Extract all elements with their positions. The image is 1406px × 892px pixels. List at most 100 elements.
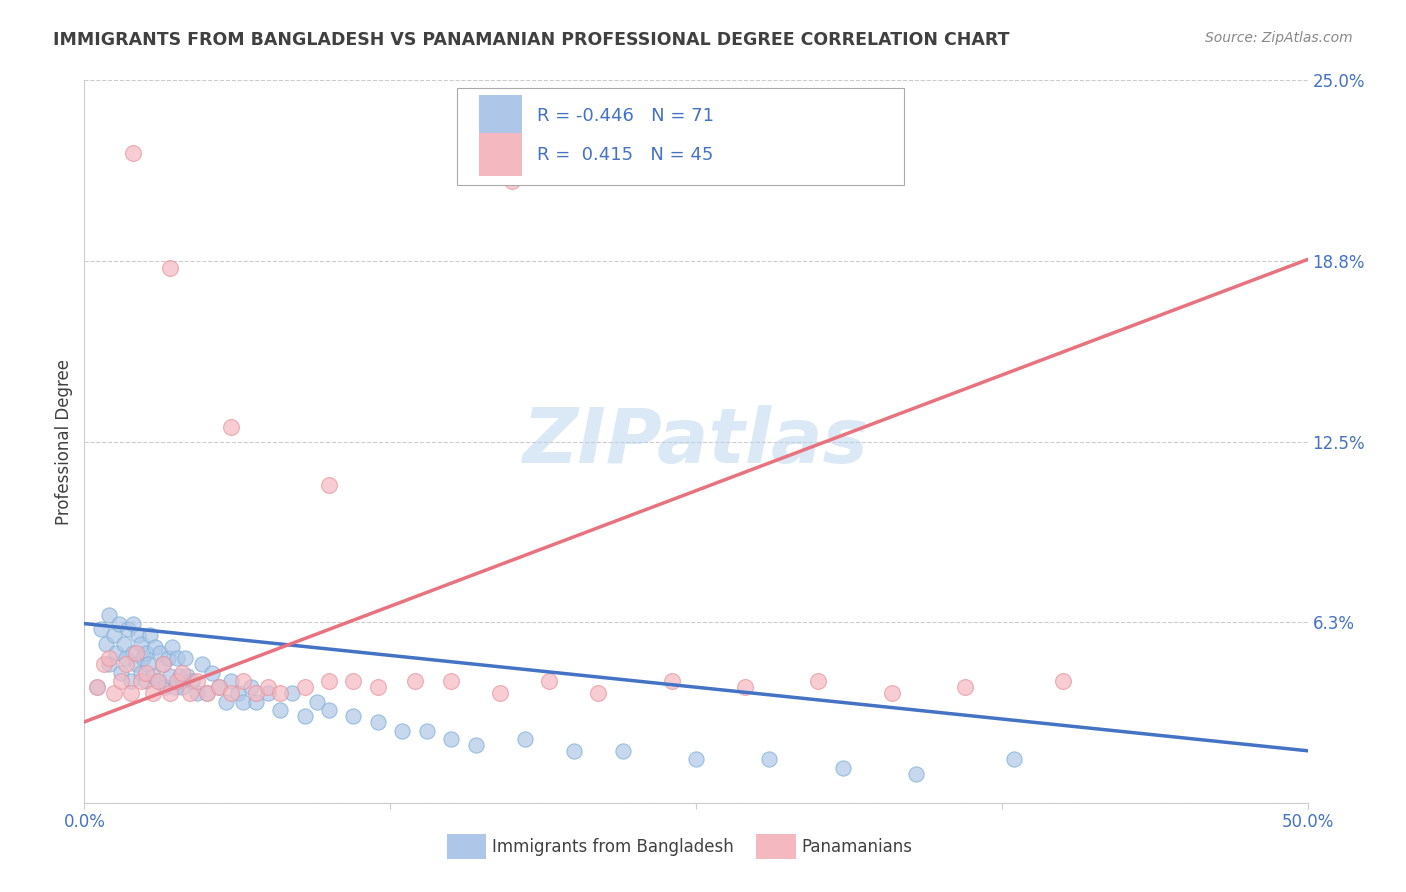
Point bbox=[169, 668, 191, 682]
Point bbox=[880, 686, 903, 700]
Point bbox=[612, 744, 634, 758]
Point bbox=[489, 686, 512, 700]
Point bbox=[120, 686, 142, 700]
Point bbox=[115, 651, 138, 665]
Point bbox=[103, 686, 125, 700]
Point bbox=[831, 761, 853, 775]
Point bbox=[232, 674, 254, 689]
Point bbox=[758, 752, 780, 766]
Point bbox=[107, 616, 129, 631]
Point bbox=[305, 695, 328, 709]
Point bbox=[136, 657, 159, 671]
Point bbox=[661, 674, 683, 689]
Point bbox=[538, 674, 561, 689]
Point bbox=[173, 651, 195, 665]
Point bbox=[105, 646, 128, 660]
Point bbox=[125, 646, 148, 660]
Text: Immigrants from Bangladesh: Immigrants from Bangladesh bbox=[492, 838, 734, 855]
Point bbox=[232, 695, 254, 709]
Text: Source: ZipAtlas.com: Source: ZipAtlas.com bbox=[1205, 31, 1353, 45]
Point bbox=[159, 668, 181, 682]
Point bbox=[142, 668, 165, 682]
Point bbox=[97, 607, 120, 622]
Text: R = -0.446   N = 71: R = -0.446 N = 71 bbox=[537, 107, 714, 126]
Point bbox=[318, 703, 340, 717]
Point bbox=[294, 709, 316, 723]
Point bbox=[318, 674, 340, 689]
Point bbox=[416, 723, 439, 738]
Point bbox=[269, 703, 291, 717]
Point bbox=[110, 665, 132, 680]
Point bbox=[502, 174, 524, 188]
Point bbox=[245, 695, 267, 709]
Point bbox=[342, 674, 364, 689]
Point bbox=[191, 657, 214, 671]
Text: Panamanians: Panamanians bbox=[801, 838, 912, 855]
Point bbox=[146, 674, 169, 689]
Point bbox=[96, 637, 118, 651]
Point bbox=[440, 732, 463, 747]
Point bbox=[464, 738, 486, 752]
Point bbox=[208, 680, 231, 694]
Point bbox=[159, 686, 181, 700]
Point bbox=[195, 686, 218, 700]
Point bbox=[159, 261, 181, 276]
Point bbox=[97, 651, 120, 665]
Text: ZIPatlas: ZIPatlas bbox=[523, 405, 869, 478]
Point bbox=[117, 623, 139, 637]
Point bbox=[200, 665, 222, 680]
Point bbox=[905, 767, 928, 781]
Point bbox=[120, 674, 142, 689]
Point bbox=[367, 714, 389, 729]
Point bbox=[219, 420, 242, 434]
Point bbox=[440, 674, 463, 689]
Point bbox=[153, 680, 176, 694]
Point bbox=[135, 665, 157, 680]
Point bbox=[125, 657, 148, 671]
Point bbox=[172, 665, 194, 680]
Point bbox=[281, 686, 304, 700]
Point bbox=[953, 680, 976, 694]
Point bbox=[391, 723, 413, 738]
Point bbox=[1002, 752, 1025, 766]
Point bbox=[176, 668, 198, 682]
Point bbox=[90, 623, 112, 637]
Point bbox=[513, 732, 536, 747]
Point bbox=[135, 646, 157, 660]
Text: R =  0.415   N = 45: R = 0.415 N = 45 bbox=[537, 145, 713, 164]
Point bbox=[269, 686, 291, 700]
Point bbox=[132, 651, 155, 665]
Point bbox=[586, 686, 609, 700]
Point bbox=[129, 637, 152, 651]
Point bbox=[257, 680, 280, 694]
Point bbox=[367, 680, 389, 694]
Point bbox=[139, 628, 162, 642]
Point bbox=[142, 686, 165, 700]
Point bbox=[195, 686, 218, 700]
Point bbox=[239, 680, 262, 694]
Point bbox=[93, 657, 115, 671]
Point bbox=[103, 628, 125, 642]
Point bbox=[219, 686, 242, 700]
Point bbox=[115, 657, 138, 671]
Point bbox=[219, 674, 242, 689]
Point bbox=[122, 646, 145, 660]
Point bbox=[807, 674, 830, 689]
Point bbox=[208, 680, 231, 694]
Point bbox=[152, 657, 174, 671]
Point bbox=[156, 651, 179, 665]
Point bbox=[146, 674, 169, 689]
Point bbox=[318, 478, 340, 492]
Point bbox=[228, 686, 250, 700]
Point bbox=[166, 651, 188, 665]
Point bbox=[86, 680, 108, 694]
Y-axis label: Professional Degree: Professional Degree bbox=[55, 359, 73, 524]
Text: IMMIGRANTS FROM BANGLADESH VS PANAMANIAN PROFESSIONAL DEGREE CORRELATION CHART: IMMIGRANTS FROM BANGLADESH VS PANAMANIAN… bbox=[53, 31, 1010, 49]
Point bbox=[404, 674, 426, 689]
Point bbox=[172, 680, 194, 694]
Point bbox=[245, 686, 267, 700]
Point bbox=[215, 695, 238, 709]
Point bbox=[685, 752, 707, 766]
Point bbox=[122, 616, 145, 631]
Point bbox=[179, 686, 201, 700]
